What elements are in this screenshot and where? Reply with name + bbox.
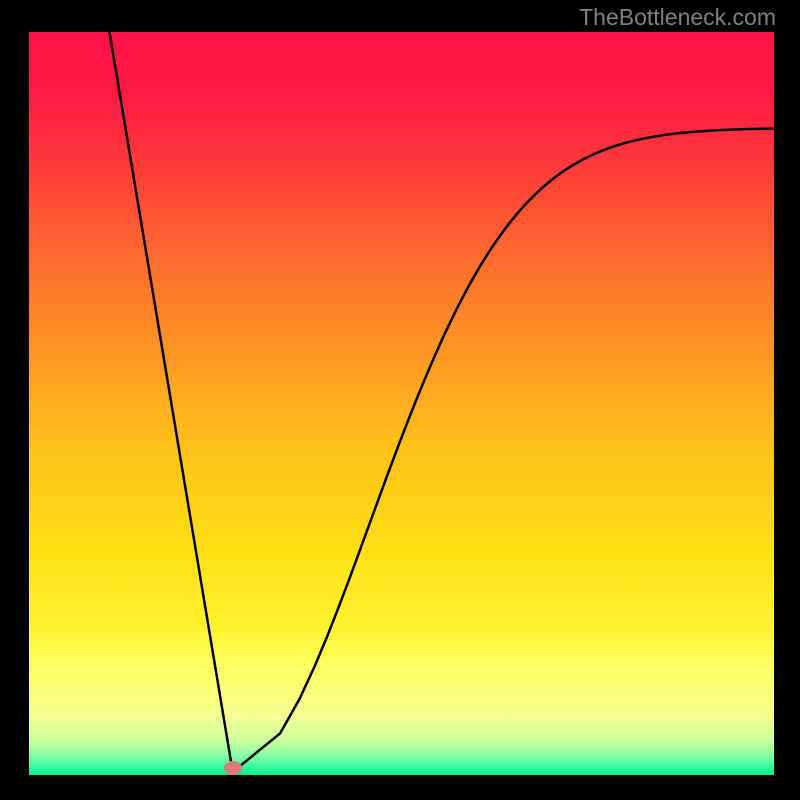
optimal-point-marker <box>224 761 242 775</box>
bottleneck-curve <box>29 32 774 775</box>
plot-area <box>29 32 774 775</box>
attribution-text: TheBottleneck.com <box>579 4 776 31</box>
